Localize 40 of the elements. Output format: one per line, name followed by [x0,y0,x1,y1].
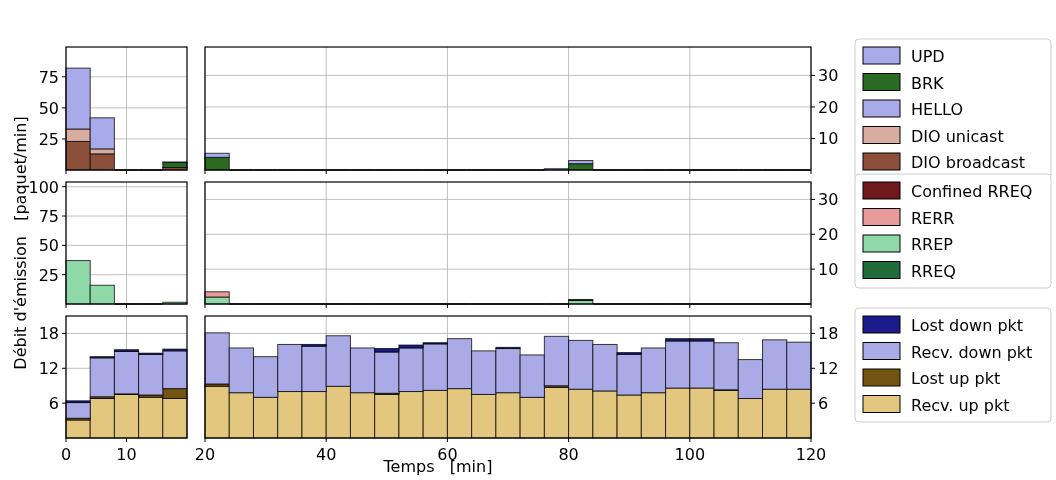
y2-tick-label: 30 [818,190,839,210]
y2-tick-label: 18 [818,324,839,344]
y-tick-label: 75 [38,67,59,87]
legend-label: Lost down pkt [911,316,1024,335]
y-tick-label: 100 [28,177,59,197]
y-tick-label: 25 [38,265,59,285]
y-tick-label: 6 [48,394,59,414]
y2-tick-label: 20 [818,225,839,245]
legend-label: RREQ [911,261,956,281]
y-tick-label: 50 [38,236,59,256]
legend-label: Lost up pkt [911,369,1001,388]
legend-label: HELLO [911,100,963,119]
x-tick-label: 20 [194,445,216,464]
x-tick-label: 80 [558,445,579,464]
x-tick-label: 10 [116,445,137,464]
y-tick-label: 50 [38,98,59,118]
y-axis-title: Débit d'émission [paquet/min] [11,116,30,370]
y2-tick-label: 12 [818,359,839,379]
x-tick-label: 100 [674,445,706,464]
x-tick-label: 0 [60,445,72,464]
legend-label: RERR [911,208,955,228]
x-tick-label: 40 [316,445,337,464]
y2-tick-label: 30 [818,66,839,86]
legend-label: Recv. up pkt [911,395,1010,415]
legend-label: Recv. down pkt [911,342,1033,362]
legend-label: DIO unicast [911,126,1004,146]
y2-tick-label: 20 [818,97,839,117]
legend-label: UPD [911,47,945,66]
y-tick-label: 18 [38,324,59,344]
y2-tick-label: 6 [818,394,829,414]
y2-tick-label: 10 [818,129,839,149]
legend-label: DIO broadcast [911,153,1026,172]
y-tick-label: 25 [38,129,59,149]
x-tick-label: 120 [795,445,827,464]
legend-label: Confined RREQ [911,182,1033,201]
y-tick-label: 12 [38,359,59,379]
y2-tick-label: 10 [818,260,839,280]
legend-label: BRK [911,73,945,93]
y-tick-label: 75 [38,207,59,227]
legend-label: RREP [911,235,954,254]
